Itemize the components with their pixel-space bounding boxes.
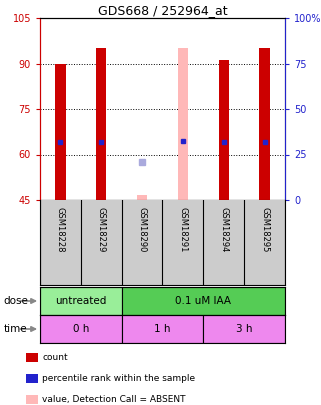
Title: GDS668 / 252964_at: GDS668 / 252964_at [98, 4, 227, 17]
Bar [178, 48, 188, 200]
Bar [219, 60, 229, 200]
Text: time: time [3, 324, 27, 334]
Text: 1 h: 1 h [154, 324, 171, 334]
Text: dose: dose [3, 296, 28, 306]
Text: GSM18295: GSM18295 [260, 207, 269, 252]
Text: GSM18229: GSM18229 [97, 207, 106, 252]
Text: 0.1 uM IAA: 0.1 uM IAA [175, 296, 231, 306]
Text: GSM18290: GSM18290 [138, 207, 147, 252]
Bar [40, 287, 122, 315]
Text: untreated: untreated [55, 296, 107, 306]
Text: GSM18291: GSM18291 [178, 207, 187, 252]
Text: 0 h: 0 h [73, 324, 89, 334]
Text: percentile rank within the sample: percentile rank within the sample [42, 374, 195, 383]
Text: GSM18228: GSM18228 [56, 207, 65, 252]
Bar [122, 287, 285, 315]
Bar [122, 315, 203, 343]
Bar [137, 196, 147, 200]
Text: value, Detection Call = ABSENT: value, Detection Call = ABSENT [42, 395, 186, 404]
Bar [40, 315, 122, 343]
Text: count: count [42, 353, 68, 362]
Bar [55, 64, 65, 200]
Bar [203, 315, 285, 343]
Text: 3 h: 3 h [236, 324, 252, 334]
Text: GSM18294: GSM18294 [219, 207, 228, 252]
Bar [259, 48, 270, 200]
Bar [96, 48, 106, 200]
